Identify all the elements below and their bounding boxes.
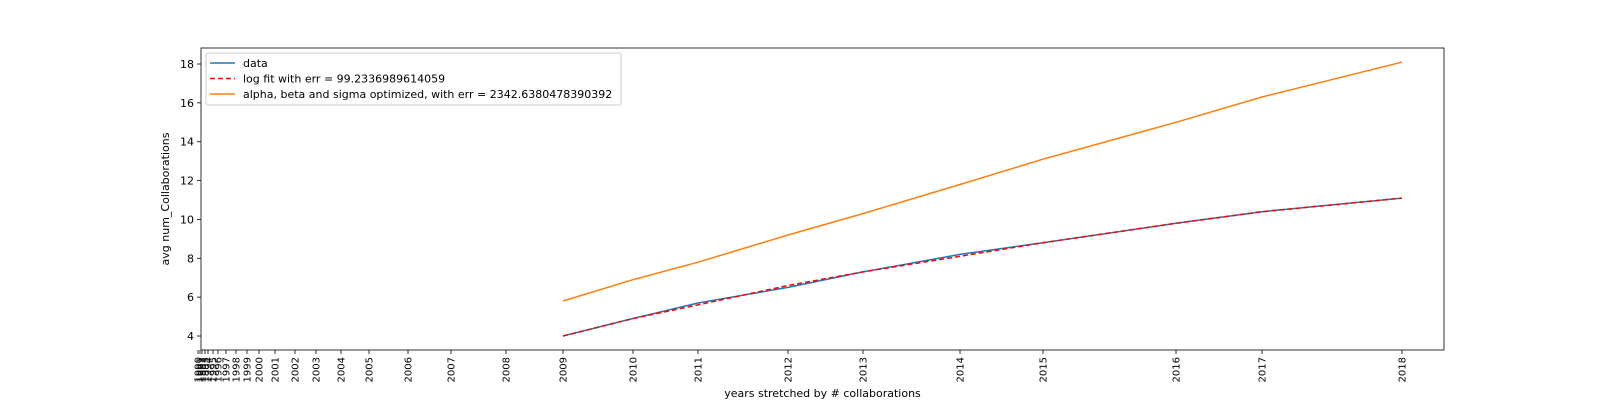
series-line-1 <box>562 197 1403 337</box>
x-tick-label: 1998 <box>232 357 243 382</box>
x-tick-label: 1991 <box>196 357 207 382</box>
x-tick-label: 2013 <box>859 357 870 382</box>
legend-entry: data <box>243 57 268 70</box>
x-tick-label: 2003 <box>312 357 323 382</box>
x-tick-label: 1999 <box>243 357 254 382</box>
y-tick-label: 6 <box>187 291 194 304</box>
x-tick-label: 2005 <box>365 357 376 382</box>
x-tick-label: 2015 <box>1039 357 1050 382</box>
x-tick-label: 2001 <box>271 357 282 382</box>
x-tick-label: 1992 <box>198 357 209 382</box>
legend-entry: log fit with err = 99.2336989614059 <box>243 73 445 86</box>
legend: data log fit with err = 99.2336989614059 a… <box>205 52 622 106</box>
y-tick-label: 12 <box>180 175 194 188</box>
series-line-0 <box>562 197 1403 337</box>
legend-entry: alpha, beta and sigma optimized, with er… <box>243 88 612 101</box>
y-tick-label: 14 <box>180 136 194 149</box>
x-tick-label: 1994 <box>204 357 215 382</box>
legend-box <box>205 52 622 106</box>
x-tick-label: 2014 <box>956 357 967 382</box>
plot-area <box>200 47 1445 351</box>
x-tick-label: 2016 <box>1172 357 1183 382</box>
x-tick-label: 2002 <box>291 357 302 382</box>
y-axis-label: avg num_Collaborations <box>159 132 172 265</box>
x-tick-label: 2000 <box>255 357 266 382</box>
x-tick-label: 2004 <box>337 357 348 382</box>
y-tick-label: 8 <box>187 252 194 265</box>
x-tick-label: 1995 <box>209 357 220 382</box>
x-tick-label: 1993 <box>201 357 212 382</box>
x-tick-label: 2012 <box>784 357 795 382</box>
series-line-2 <box>562 61 1403 302</box>
y-tick-label: 4 <box>187 330 194 343</box>
x-tick-label: 2010 <box>629 357 640 382</box>
y-tick-label: 10 <box>180 213 194 226</box>
x-axis-label: years stretched by # collaborations <box>724 387 921 400</box>
x-tick-label: 2008 <box>502 357 513 382</box>
y-axis: 4 6 8 10 12 14 16 18 <box>180 58 201 343</box>
x-tick-label: 2007 <box>447 357 458 382</box>
x-tick-label: 2018 <box>1398 357 1409 382</box>
x-tick-label: 2011 <box>694 357 705 382</box>
x-tick-label: 2009 <box>559 357 570 382</box>
x-tick-label: 1990 <box>194 357 205 382</box>
x-tick-label: 1996 <box>214 357 225 382</box>
y-tick-label: 18 <box>180 58 194 71</box>
x-tick-label: 2017 <box>1258 357 1269 382</box>
plot-frame <box>200 47 1445 351</box>
series-lines <box>562 61 1403 337</box>
x-tick-label: 2006 <box>404 357 415 382</box>
y-tick-label: 16 <box>180 97 194 110</box>
x-tick-label: 1997 <box>222 357 233 382</box>
